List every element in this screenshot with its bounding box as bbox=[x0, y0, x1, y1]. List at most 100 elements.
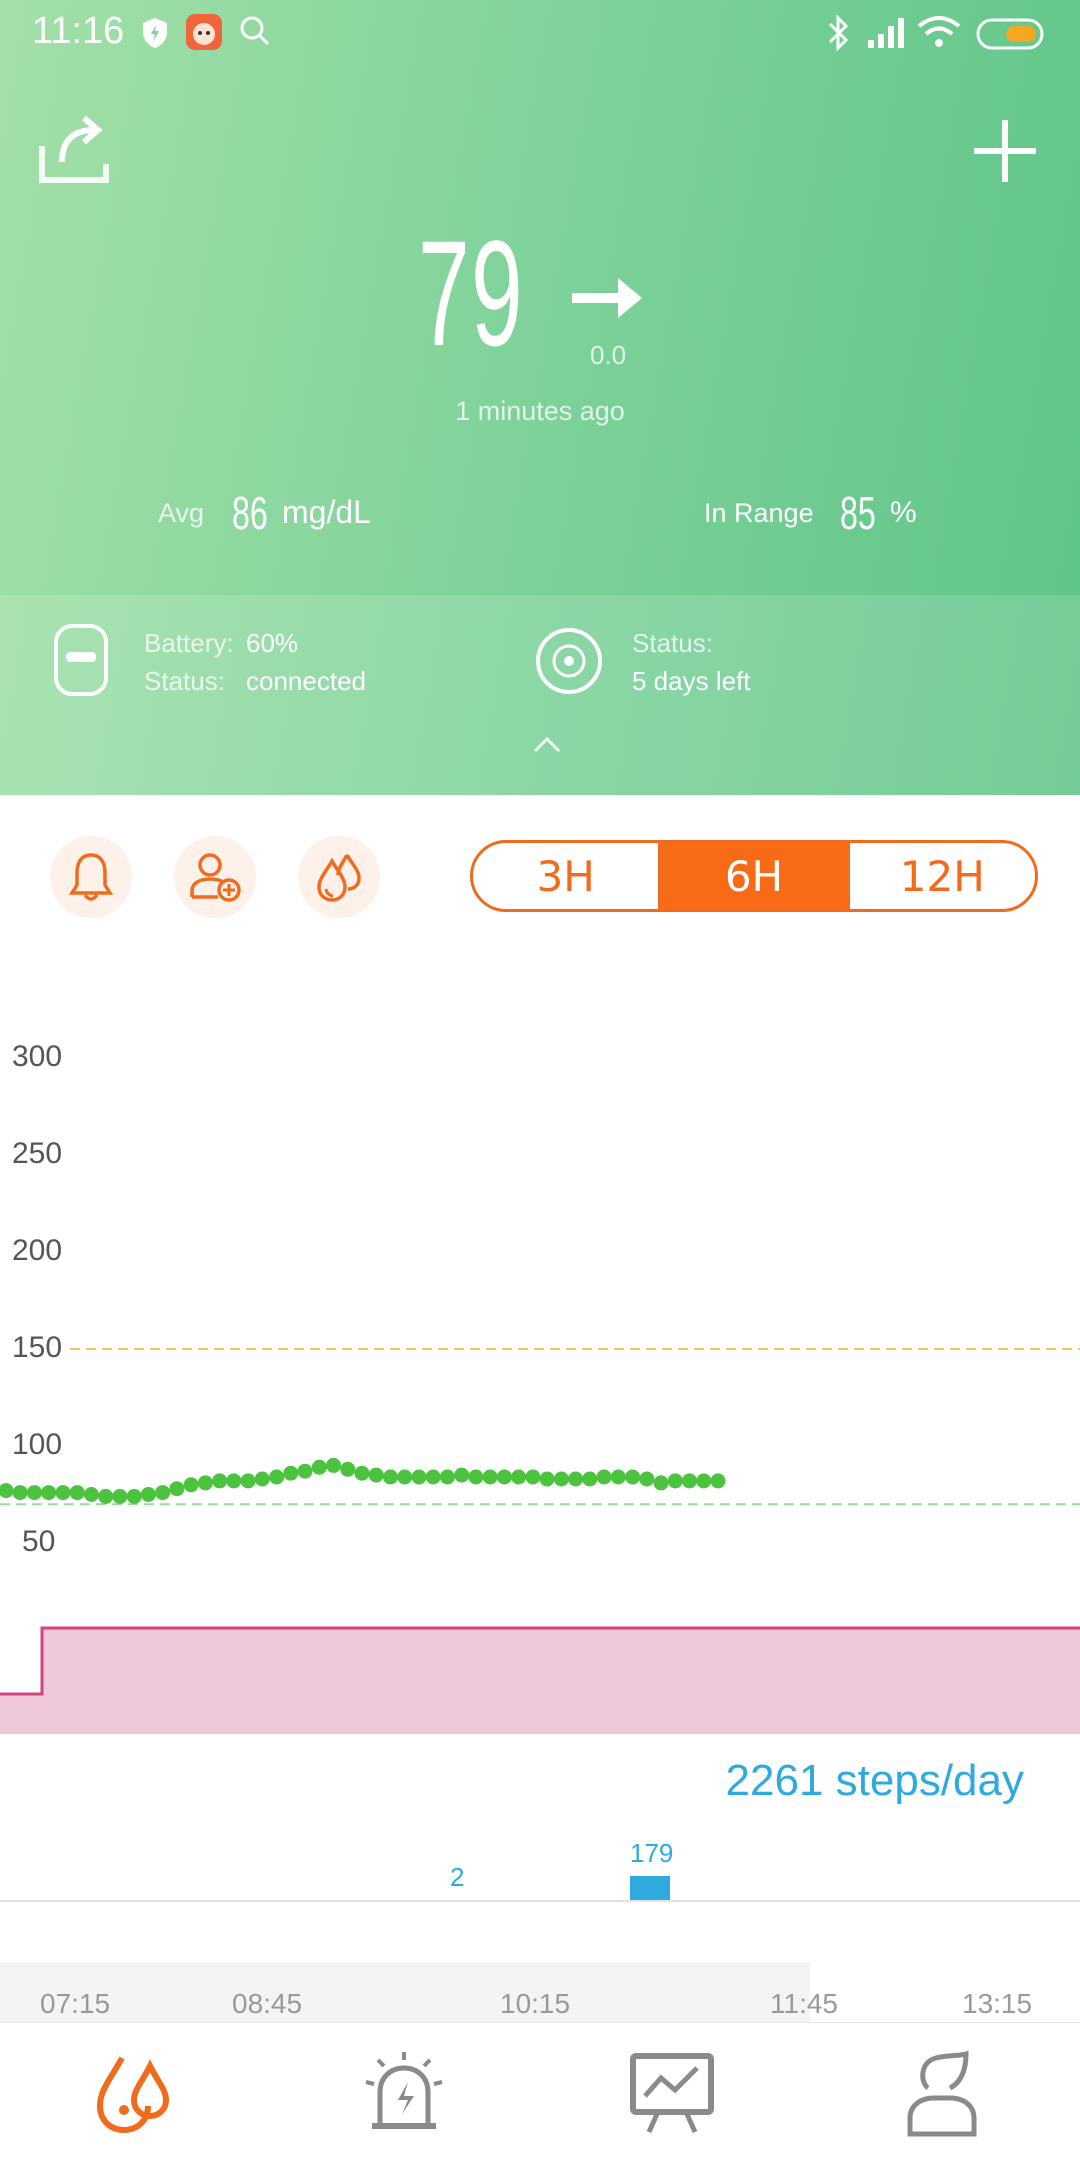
add-button[interactable] bbox=[970, 116, 1040, 190]
glucose-point bbox=[98, 1488, 114, 1504]
glucose-point bbox=[269, 1469, 285, 1485]
glucose-point bbox=[582, 1471, 598, 1487]
y-tick-150: 150 bbox=[12, 1331, 63, 1364]
status-label: Status: bbox=[144, 666, 225, 696]
range-tab-12h[interactable]: 12H bbox=[846, 843, 1035, 909]
glucose-point bbox=[568, 1471, 584, 1487]
trend-board-icon bbox=[630, 2053, 714, 2134]
share-button[interactable] bbox=[38, 112, 112, 190]
glucose-point bbox=[496, 1469, 512, 1485]
glucose-point bbox=[340, 1461, 356, 1477]
glucose-drops-icon bbox=[96, 2056, 170, 2134]
battery-label: Battery: bbox=[144, 628, 234, 658]
alarm-icon bbox=[365, 2052, 443, 2129]
x-tick: 10:15 bbox=[500, 1988, 571, 2019]
blood-drops-icon bbox=[317, 854, 361, 902]
glucose-point bbox=[55, 1485, 71, 1501]
steps-baseline bbox=[0, 1900, 1080, 1902]
glucose-point bbox=[311, 1459, 327, 1475]
glucose-point bbox=[297, 1463, 313, 1479]
avg-unit: mg/dL bbox=[282, 494, 371, 530]
glucose-point bbox=[183, 1477, 199, 1493]
bluetooth-icon bbox=[826, 14, 852, 56]
glucose-point bbox=[0, 1483, 14, 1499]
chevron-up-icon[interactable] bbox=[532, 734, 562, 758]
glucose-point bbox=[140, 1487, 156, 1502]
glucose-points bbox=[0, 1457, 726, 1504]
glucose-point bbox=[197, 1475, 213, 1491]
transmitter-icon bbox=[52, 622, 110, 702]
shield-icon bbox=[140, 16, 170, 54]
glucose-point bbox=[553, 1471, 569, 1487]
bottom-nav bbox=[0, 2022, 1080, 2161]
plus-icon bbox=[974, 120, 1036, 182]
y-tick-200: 200 bbox=[12, 1234, 63, 1267]
add-follower-button[interactable] bbox=[174, 836, 256, 918]
range-tab-3h[interactable]: 3H bbox=[536, 851, 595, 901]
status-value: connected bbox=[246, 666, 366, 696]
glucose-point bbox=[596, 1469, 612, 1485]
glucose-point bbox=[397, 1469, 413, 1485]
nav-trends[interactable] bbox=[622, 2043, 722, 2143]
sensor-status-label: Status: bbox=[632, 628, 713, 658]
glucose-point bbox=[226, 1473, 242, 1489]
glucose-point bbox=[511, 1469, 527, 1485]
nav-glucose[interactable] bbox=[84, 2043, 184, 2143]
trend-delta: 0.0 bbox=[590, 340, 627, 370]
glucose-point bbox=[639, 1471, 655, 1487]
glucose-point bbox=[610, 1469, 626, 1485]
glucose-point bbox=[240, 1473, 256, 1489]
range-tab-6h[interactable]: 6H bbox=[658, 843, 847, 909]
glucose-point bbox=[525, 1469, 541, 1485]
glucose-point bbox=[411, 1469, 427, 1485]
x-tick: 11:45 bbox=[770, 1988, 838, 2019]
glucose-value: 79 bbox=[418, 209, 524, 377]
avg-label: Avg bbox=[158, 498, 205, 528]
alerts-button[interactable] bbox=[50, 836, 132, 918]
x-tick: 08:45 bbox=[232, 1988, 303, 2019]
glucose-point bbox=[625, 1469, 641, 1485]
x-tick: 07:15 bbox=[40, 1988, 111, 2019]
nav-profile[interactable] bbox=[892, 2043, 992, 2143]
bell-icon bbox=[68, 853, 114, 901]
search-icon bbox=[238, 14, 272, 52]
glucose-point bbox=[27, 1485, 42, 1501]
in-range-unit: % bbox=[890, 496, 917, 529]
glucose-point bbox=[667, 1473, 683, 1489]
y-tick-250: 250 bbox=[12, 1137, 63, 1170]
glucose-point bbox=[383, 1469, 398, 1485]
calibrate-button[interactable] bbox=[298, 836, 380, 918]
time-range-toggle[interactable]: 3H 6H 12H bbox=[470, 840, 1038, 912]
glucose-point bbox=[539, 1471, 555, 1487]
x-axis-shade bbox=[0, 1962, 810, 2022]
glucose-point bbox=[283, 1465, 299, 1481]
glucose-point bbox=[439, 1469, 455, 1485]
glucose-point bbox=[468, 1469, 484, 1485]
steps-bar bbox=[630, 1876, 670, 1900]
sensor-status-value: 5 days left bbox=[632, 666, 751, 696]
glucose-point bbox=[653, 1475, 669, 1491]
glucose-chart[interactable] bbox=[0, 1000, 1080, 1600]
glucose-point bbox=[169, 1481, 185, 1497]
profile-icon bbox=[907, 2050, 977, 2137]
battery-icon bbox=[976, 18, 1046, 54]
wifi-icon bbox=[916, 14, 962, 54]
y-tick-50: 50 bbox=[22, 1525, 56, 1558]
y-tick-100: 100 bbox=[12, 1428, 63, 1461]
glucose-point bbox=[425, 1469, 441, 1485]
glucose-point bbox=[212, 1473, 228, 1489]
in-range-label: In Range bbox=[704, 498, 814, 528]
y-tick-300: 300 bbox=[12, 1040, 63, 1073]
status-bar: 11:16 bbox=[0, 0, 1080, 70]
share-icon bbox=[39, 115, 109, 183]
status-time: 11:16 bbox=[32, 10, 125, 52]
steps-summary: 2261 steps/day bbox=[725, 1756, 1024, 1805]
device-info-panel[interactable] bbox=[0, 595, 1080, 795]
glucose-point bbox=[112, 1488, 128, 1504]
glucose-point bbox=[83, 1487, 99, 1502]
avg-value: 86 bbox=[232, 487, 268, 539]
nav-alarms[interactable] bbox=[354, 2043, 454, 2143]
glucose-point bbox=[696, 1473, 712, 1489]
glucose-point bbox=[682, 1473, 697, 1489]
steps-label: 179 bbox=[630, 1838, 674, 1868]
